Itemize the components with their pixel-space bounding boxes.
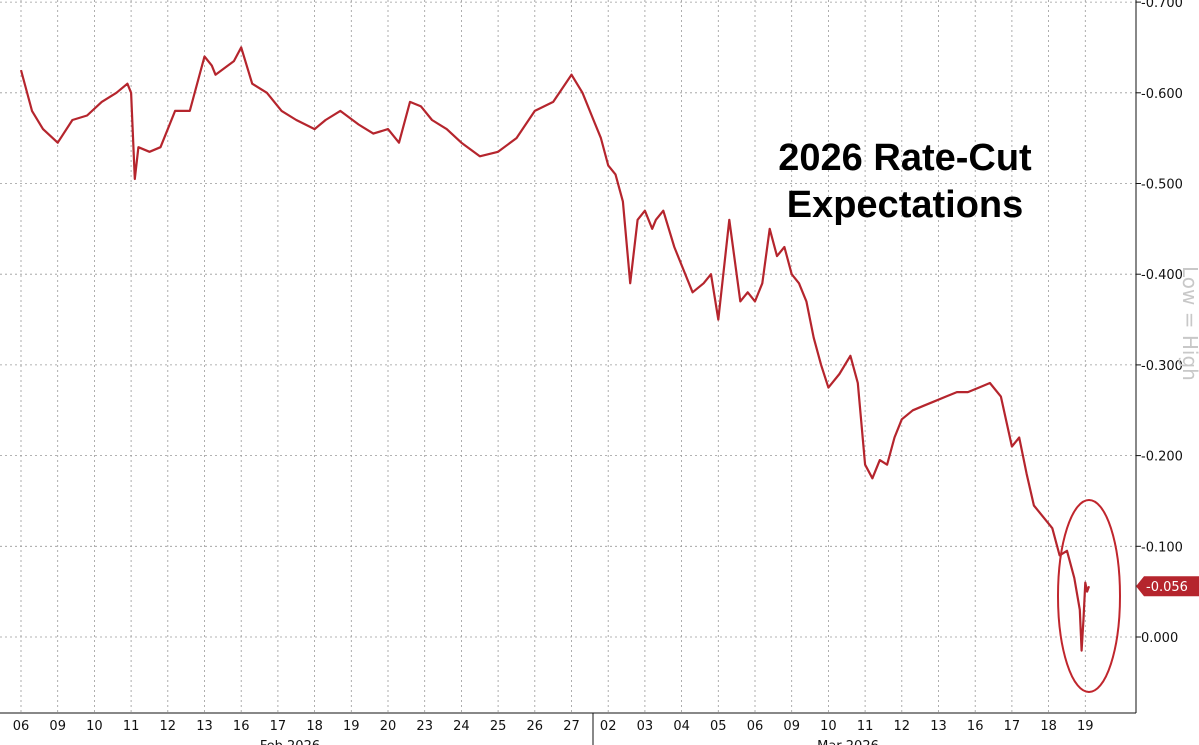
x-tick-label: 06 bbox=[747, 719, 764, 734]
x-tick-label: 18 bbox=[306, 719, 323, 734]
x-tick-label: 02 bbox=[600, 719, 617, 734]
x-tick-label: 13 bbox=[196, 719, 213, 734]
x-tick-label: 09 bbox=[49, 719, 66, 734]
x-tick-label: 20 bbox=[380, 719, 397, 734]
side-annotation: Low = High bbox=[1178, 266, 1199, 381]
x-tick-label: 18 bbox=[1040, 719, 1057, 734]
month-labels: Feb 2026 Mar 2026 bbox=[260, 739, 879, 745]
grid-lines bbox=[0, 0, 1136, 713]
chart-title-line-2: Expectations bbox=[787, 184, 1024, 226]
x-tick-label: 19 bbox=[1077, 719, 1094, 734]
x-tick-label: 16 bbox=[233, 719, 250, 734]
x-tick-label: 26 bbox=[527, 719, 544, 734]
x-tick-label: 09 bbox=[783, 719, 800, 734]
last-value-tag: -0.056 bbox=[1136, 576, 1199, 597]
x-tick-label: 10 bbox=[820, 719, 837, 734]
x-tick-label: 06 bbox=[13, 719, 30, 734]
x-tick-label: 24 bbox=[453, 719, 470, 734]
x-tick-label: 25 bbox=[490, 719, 507, 734]
chart-title-line-1: 2026 Rate-Cut bbox=[778, 137, 1032, 179]
x-tick-label: 13 bbox=[930, 719, 947, 734]
x-tick-label: 27 bbox=[563, 719, 580, 734]
y-tick-label: -0.600 bbox=[1141, 87, 1183, 102]
y-tick-label: -0.200 bbox=[1141, 450, 1183, 465]
x-tick-label: 12 bbox=[160, 719, 177, 734]
x-tick-label: 17 bbox=[270, 719, 287, 734]
month-label: Mar 2026 bbox=[817, 739, 879, 745]
x-tick-label: 10 bbox=[86, 719, 103, 734]
x-tick-label: 11 bbox=[123, 719, 140, 734]
highlight-circle bbox=[1057, 499, 1121, 693]
y-tick-labels: 0.000 -0.100 -0.200 -0.300 -0.400 -0.500 -0.60… bbox=[1136, 0, 1183, 646]
x-tick-label: 17 bbox=[1004, 719, 1021, 734]
series-line bbox=[19, 46, 1091, 652]
y-tick-label: -0.300 bbox=[1141, 359, 1183, 374]
last-value-tag-shape bbox=[1136, 576, 1199, 597]
x-tick-label: 12 bbox=[894, 719, 911, 734]
last-value-label: -0.056 bbox=[1146, 580, 1188, 595]
x-tick-label: 23 bbox=[416, 719, 433, 734]
y-tick-label: -0.500 bbox=[1141, 178, 1183, 193]
x-tick-label: 16 bbox=[967, 719, 984, 734]
x-tick-label: 11 bbox=[857, 719, 874, 734]
month-label: Feb 2026 bbox=[260, 739, 320, 745]
x-tick-label: 05 bbox=[710, 719, 727, 734]
y-tick-label: 0.000 bbox=[1141, 631, 1178, 646]
x-tick-labels: 06 09 10 11 12 13 16 17 18 19 20 23 24 25 26 27 02 03 04 05… bbox=[13, 719, 1094, 734]
y-tick-label: -0.700 bbox=[1141, 0, 1183, 11]
y-tick-label: -0.400 bbox=[1141, 268, 1183, 283]
x-tick-label: 03 bbox=[637, 719, 654, 734]
y-tick-label: -0.100 bbox=[1141, 540, 1183, 555]
x-tick-label: 04 bbox=[673, 719, 690, 734]
x-tick-label: 19 bbox=[343, 719, 360, 734]
